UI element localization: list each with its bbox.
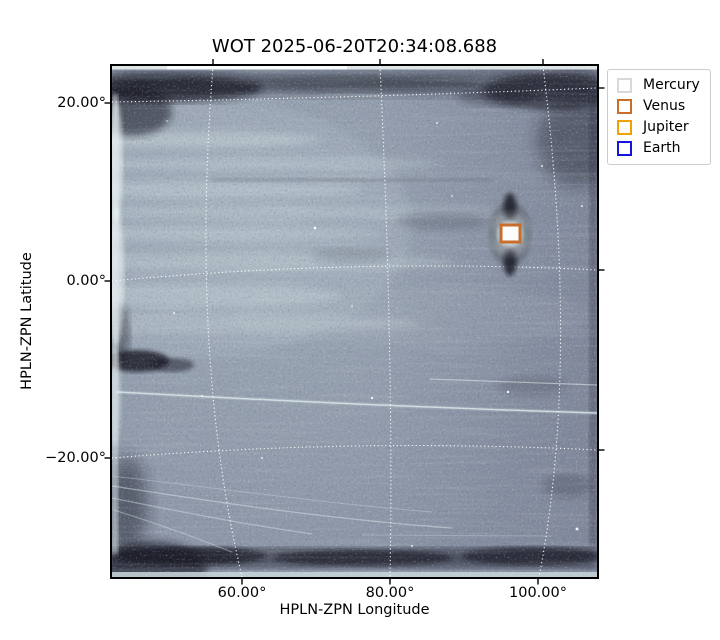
legend-label: Earth: [643, 140, 681, 156]
y-tick-label-0: 0.00°: [66, 273, 106, 289]
image-axes: [110, 64, 599, 579]
star-layer: [166, 120, 583, 547]
mercury-marker-icon: [617, 78, 632, 93]
x-tick-label-60: 60.00°: [217, 585, 267, 601]
venus-marker-box: [499, 223, 522, 244]
y-axis-label: HPLN-ZPN Latitude: [19, 252, 35, 390]
legend-label: Mercury: [643, 77, 700, 93]
x-tick-label-100: 100.00°: [509, 585, 567, 601]
plot-title: WOT 2025-06-20T20:34:08.688: [211, 36, 498, 57]
y-tick-label-20: 20.00°: [57, 95, 106, 111]
earth-marker-icon: [617, 141, 632, 156]
trail-layer: [112, 378, 597, 553]
legend-item-jupiter: Jupiter: [617, 117, 704, 138]
planet-legend: Mercury Venus Jupiter Earth: [607, 69, 711, 165]
edge-strip-layer: [112, 66, 597, 577]
noise-layer: [112, 66, 597, 577]
sky-image: [112, 66, 597, 577]
jupiter-marker-icon: [617, 120, 632, 135]
venus-marker-icon: [617, 99, 632, 114]
venus-feature: [484, 193, 536, 276]
legend-item-earth: Earth: [617, 138, 704, 159]
legend-label: Jupiter: [643, 119, 689, 135]
x-axis-label: HPLN-ZPN Longitude: [279, 602, 430, 618]
graticule-gridlines: [112, 66, 597, 577]
y-tick-label-minus20: −20.00°: [45, 450, 106, 466]
legend-item-venus: Venus: [617, 96, 704, 117]
x-tick-label-80: 80.00°: [365, 585, 415, 601]
legend-label: Venus: [643, 98, 686, 114]
legend-item-mercury: Mercury: [617, 75, 704, 96]
